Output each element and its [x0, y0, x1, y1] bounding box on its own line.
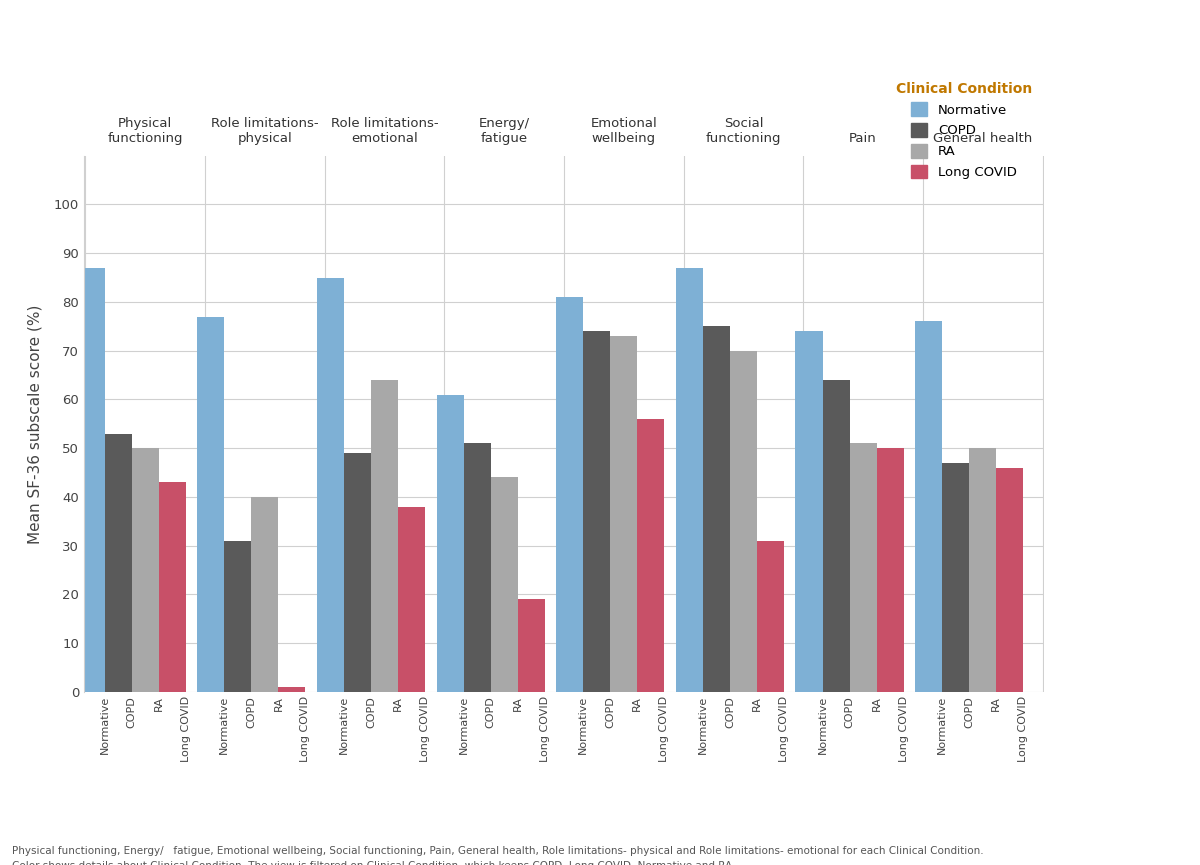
Bar	[916, 322, 942, 692]
Text: General health: General health	[934, 132, 1032, 145]
Text: Social
functioning: Social functioning	[706, 117, 781, 145]
Bar	[197, 317, 224, 692]
Bar	[970, 448, 996, 692]
Bar	[757, 541, 784, 692]
Bar	[850, 444, 877, 692]
Bar	[942, 463, 970, 692]
Bar	[224, 541, 251, 692]
Bar	[398, 507, 425, 692]
Text: Pain: Pain	[850, 132, 877, 145]
Text: Color shows details about Clinical Condition. The view is filtered on Clinical C: Color shows details about Clinical Condi…	[12, 861, 736, 865]
Text: Energy/
fatigue: Energy/ fatigue	[479, 117, 529, 145]
Bar	[703, 326, 730, 692]
Bar	[796, 331, 822, 692]
Bar	[637, 419, 665, 692]
Bar	[996, 468, 1024, 692]
Text: Physical
functioning: Physical functioning	[108, 117, 182, 145]
Legend: Normative, COPD, RA, Long COVID: Normative, COPD, RA, Long COVID	[890, 76, 1038, 184]
Bar	[437, 394, 463, 692]
Bar	[317, 278, 344, 692]
Bar	[158, 483, 186, 692]
Bar	[344, 453, 371, 692]
Bar	[104, 433, 132, 692]
Text: Physical functioning, Energy/   fatigue, Emotional wellbeing, Social functioning: Physical functioning, Energy/ fatigue, E…	[12, 846, 984, 856]
Bar	[556, 297, 583, 692]
Bar	[491, 477, 517, 692]
Bar	[78, 268, 104, 692]
Bar	[132, 448, 158, 692]
Bar	[730, 350, 757, 692]
Bar	[822, 380, 850, 692]
Text: Emotional
wellbeing: Emotional wellbeing	[590, 117, 658, 145]
Bar	[463, 444, 491, 692]
Bar	[877, 448, 904, 692]
Bar	[583, 331, 611, 692]
Bar	[278, 687, 306, 692]
Bar	[517, 599, 545, 692]
Bar	[371, 380, 398, 692]
Bar	[611, 336, 637, 692]
Text: Role limitations-
physical: Role limitations- physical	[211, 117, 319, 145]
Bar	[251, 497, 278, 692]
Y-axis label: Mean SF-36 subscale score (%): Mean SF-36 subscale score (%)	[28, 304, 43, 543]
Text: Role limitations-
emotional: Role limitations- emotional	[331, 117, 438, 145]
Bar	[676, 268, 703, 692]
